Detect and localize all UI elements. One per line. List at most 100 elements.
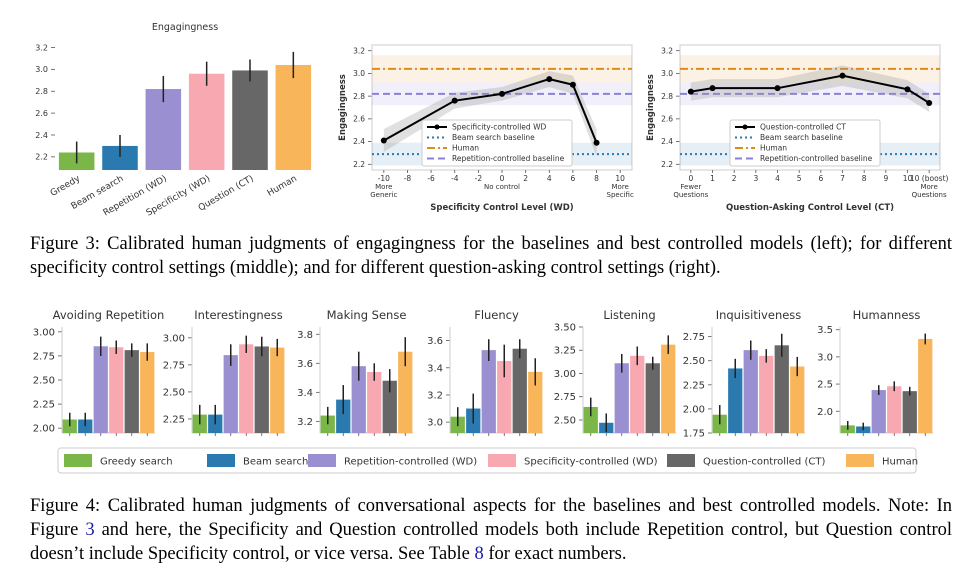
- legend-label: Specificity-controlled (WD): [524, 457, 658, 468]
- x-tick-label: 10: [903, 174, 913, 183]
- y-tick-label: 3.2: [661, 46, 673, 55]
- bar: [512, 348, 527, 433]
- figures: Engagingness 2.2 2.4 2.6 2.8 3.0 3.2 Greedy Beam…: [33, 22, 949, 474]
- bar: [145, 89, 182, 170]
- x-axis-label: Question-Asking Control Level (CT): [726, 203, 894, 213]
- x-tick-label: Human: [266, 174, 299, 199]
- figure4-caption: Figure 4: Calibrated human judgments of …: [30, 494, 952, 566]
- bar: [528, 371, 543, 433]
- x-tick-label: 6: [818, 174, 823, 183]
- y-axis-label: Engagingness: [338, 74, 348, 141]
- y-tick-label: 3.8: [297, 330, 313, 341]
- y-tick-label: 2.0: [817, 407, 833, 418]
- y-tick-label: 2.2: [661, 160, 673, 169]
- bar: [497, 360, 512, 433]
- legend-label: Human: [452, 144, 479, 153]
- y-tick-label: 2.25: [683, 380, 705, 391]
- x-tick-label: 2: [523, 174, 528, 183]
- y-tick-label: 3.2: [35, 43, 48, 52]
- legend-swatch: [207, 454, 235, 467]
- y-tick-label: 3.0: [427, 418, 443, 429]
- legend-label: Repetition-controlled (WD): [344, 457, 477, 468]
- bar: [367, 372, 382, 433]
- y-tick-label: 2.6: [353, 114, 365, 123]
- y-tick-label: 3.00: [33, 327, 55, 338]
- y-tick-label: 3.6: [427, 336, 443, 347]
- x-tick-note: Generic: [370, 191, 397, 199]
- bar: [661, 344, 676, 433]
- figure-link[interactable]: 3: [85, 520, 95, 540]
- caption-text: and here, the Specificity and Question c…: [30, 520, 952, 564]
- legend-swatch: [488, 454, 516, 467]
- y-tick-label: 3.5: [817, 325, 833, 336]
- y-tick-label: 3.2: [353, 46, 365, 55]
- x-tick-label: 10 (boost): [910, 174, 949, 183]
- y-tick-label: 2.2: [353, 160, 365, 169]
- x-tick-label: -6: [427, 174, 435, 183]
- point: [569, 81, 576, 88]
- x-tick-label: 9: [883, 174, 888, 183]
- legend-box: [421, 119, 573, 167]
- y-tick-label: 2.50: [33, 376, 55, 387]
- bar: [93, 346, 108, 433]
- y-tick-label: 3.00: [163, 333, 185, 344]
- chart-title: Inquisitiveness: [716, 308, 802, 322]
- x-tick-note: More: [375, 183, 392, 191]
- y-tick-label: 1.75: [683, 429, 705, 440]
- y-tick-label: 2.8: [353, 92, 365, 101]
- legend-label: Beam search baseline: [760, 133, 843, 142]
- x-tick-label: 1: [710, 174, 715, 183]
- error-band: [383, 71, 597, 157]
- y-tick-label: 2.75: [33, 351, 55, 362]
- caption-text: for exact numbers.: [483, 544, 627, 564]
- x-tick-label: -4: [451, 174, 459, 183]
- y-tick-label: 2.25: [33, 400, 55, 411]
- legend-label: Human: [760, 144, 787, 153]
- y-tick-label: 3.2: [427, 390, 443, 401]
- x-tick-note: Questions: [673, 191, 708, 199]
- bar: [382, 380, 397, 433]
- bar: [336, 399, 351, 433]
- legend-marker: [742, 124, 748, 130]
- legend-swatch: [308, 454, 336, 467]
- point: [499, 90, 505, 97]
- bar: [481, 350, 496, 433]
- y-tick-label: 3.2: [297, 417, 313, 428]
- legend-label: Specificity-controlled WD: [452, 123, 546, 132]
- y-tick-label: 2.4: [35, 131, 48, 140]
- point: [546, 76, 553, 83]
- x-tick-label: 8: [594, 174, 599, 183]
- x-tick-label: 4: [775, 174, 780, 183]
- bar: [918, 338, 933, 433]
- bar: [583, 406, 598, 433]
- bar: [275, 64, 312, 170]
- error-band: [690, 65, 930, 113]
- y-tick-label: 3.0: [817, 352, 833, 363]
- y-tick-label: 2.75: [163, 360, 185, 371]
- legend-box: [57, 447, 917, 474]
- x-tick-note: Fewer: [680, 183, 701, 191]
- y-tick-label: 3.6: [297, 359, 313, 370]
- figure3-caption: Figure 3: Calibrated human judgments of …: [30, 234, 952, 278]
- legend-label: Beam search baseline: [452, 133, 535, 142]
- legend-swatch: [667, 454, 695, 467]
- legend-marker: [434, 124, 440, 130]
- legend-label: Greedy search: [100, 457, 173, 468]
- table-link[interactable]: 8: [474, 544, 484, 564]
- y-tick-label: 2.4: [661, 137, 673, 146]
- legend-label: Beam search: [243, 457, 308, 468]
- y-tick-label: 3.0: [35, 65, 48, 74]
- legend-label: Question-controlled CT: [760, 123, 846, 132]
- x-tick-label: 8: [862, 174, 867, 183]
- legend-swatch: [846, 454, 874, 467]
- series-line: [690, 74, 930, 104]
- point: [709, 85, 716, 92]
- caption-text: Figure 4: Calibrated human judgments of …: [30, 496, 952, 540]
- bar: [109, 347, 124, 433]
- chart-title: Listening: [603, 308, 655, 322]
- y-tick-label: 2.4: [353, 137, 365, 146]
- x-tick-label: -2: [475, 174, 483, 183]
- bar: [790, 366, 805, 433]
- chart-title: Engagingness: [152, 22, 218, 33]
